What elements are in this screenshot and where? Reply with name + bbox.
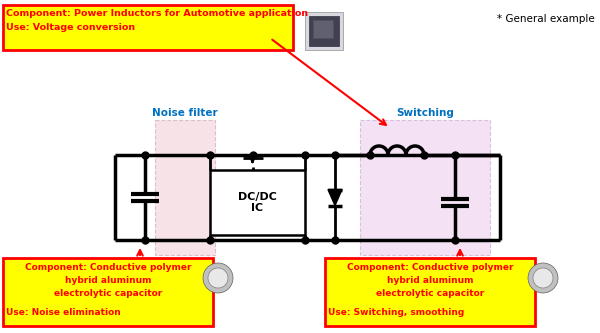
Text: Component: Conductive polymer: Component: Conductive polymer (347, 263, 513, 272)
Bar (313, 20, 333, 38)
Bar (309, 16, 339, 46)
Bar (3, 5, 293, 50)
Text: DC/DC
IC: DC/DC IC (238, 192, 277, 213)
Text: hybrid aluminum: hybrid aluminum (387, 276, 473, 285)
Circle shape (533, 268, 553, 288)
Text: * General example: * General example (497, 14, 595, 24)
Polygon shape (328, 189, 342, 205)
Bar (325, 258, 535, 326)
Text: electrolytic capacitor: electrolytic capacitor (54, 289, 162, 298)
Text: Component: Power Inductors for Automotive application: Component: Power Inductors for Automotiv… (6, 9, 308, 18)
Bar (155, 120, 215, 255)
Circle shape (203, 263, 233, 293)
Text: hybrid aluminum: hybrid aluminum (65, 276, 151, 285)
Text: Component: Conductive polymer: Component: Conductive polymer (25, 263, 191, 272)
Text: Switching: Switching (396, 108, 454, 118)
Circle shape (208, 268, 228, 288)
Bar (210, 170, 305, 235)
Text: electrolytic capacitor: electrolytic capacitor (376, 289, 484, 298)
Text: Noise filter: Noise filter (152, 108, 218, 118)
Bar (305, 12, 343, 50)
Bar (3, 258, 213, 326)
Circle shape (528, 263, 558, 293)
Text: Use: Noise elimination: Use: Noise elimination (6, 308, 121, 317)
Text: Use: Voltage conversion: Use: Voltage conversion (6, 23, 135, 32)
Text: Use: Switching, smoothing: Use: Switching, smoothing (328, 308, 464, 317)
Bar (360, 120, 490, 255)
